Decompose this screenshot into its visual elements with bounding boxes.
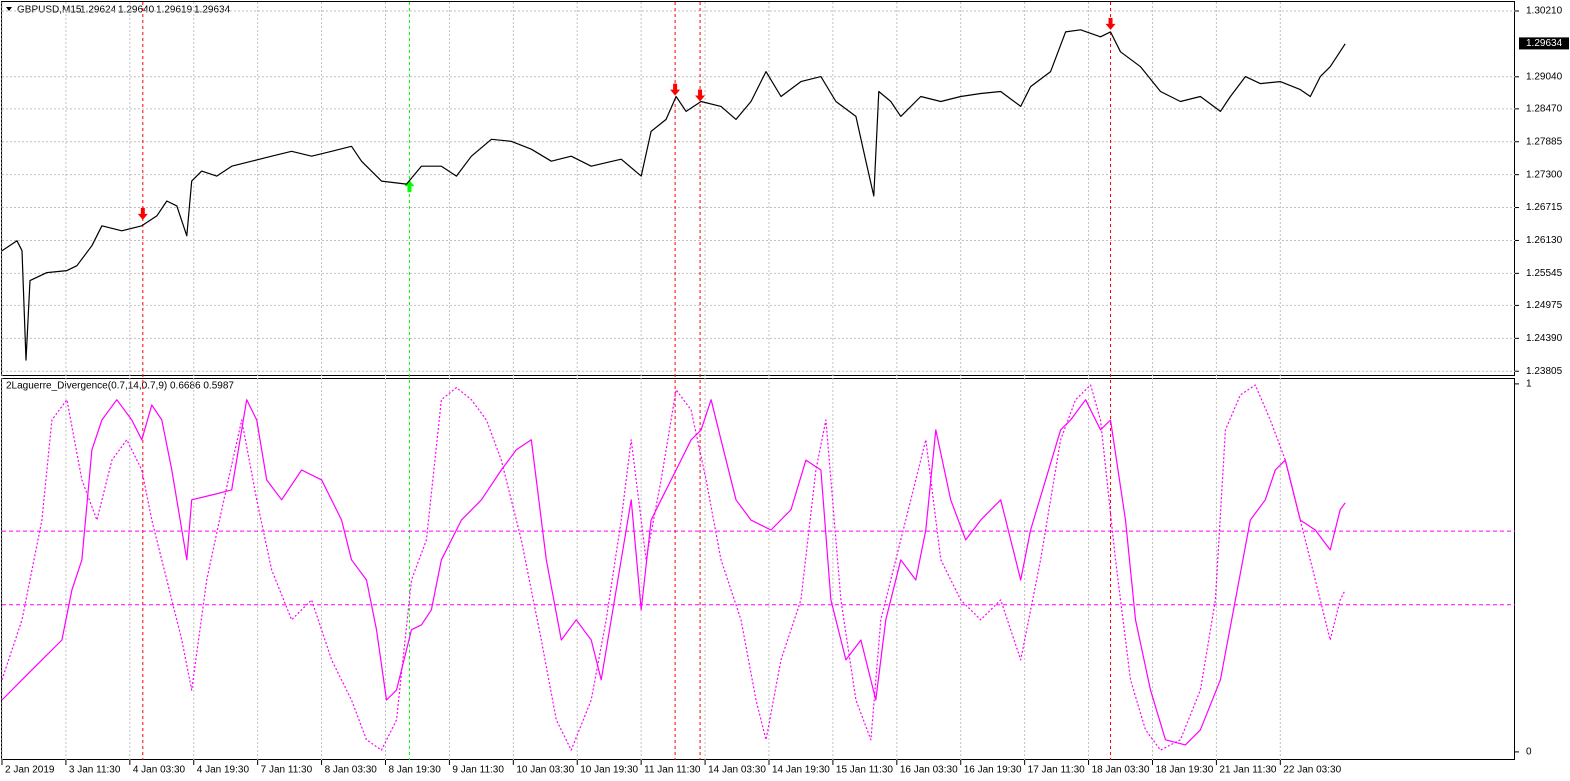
last-price-label: 1.29634 xyxy=(1526,38,1563,49)
x-tick-label: 11 Jan 11:30 xyxy=(644,765,701,776)
y-tick-label: 1.24975 xyxy=(1526,300,1563,311)
x-tick-label: 2 Jan 2019 xyxy=(5,765,55,776)
x-tick-label: 9 Jan 11:30 xyxy=(452,765,504,776)
symbol-menu-icon xyxy=(6,7,12,11)
x-tick-label: 22 Jan 03:30 xyxy=(1283,765,1341,776)
series-line xyxy=(1,384,1346,751)
y-tick-label: 1.28470 xyxy=(1526,103,1563,114)
x-tick-label: 14 Jan 03:30 xyxy=(708,765,766,776)
y-tick-label: 1.27300 xyxy=(1526,169,1563,180)
chart-title: GBPUSD,M15 xyxy=(17,5,82,16)
x-tick-label: 18 Jan 19:30 xyxy=(1155,765,1213,776)
y-tick-label: 1.26715 xyxy=(1526,202,1563,213)
x-tick-label: 8 Jan 19:30 xyxy=(388,765,441,776)
series-line xyxy=(1,29,1346,361)
x-tick-label: 4 Jan 03:30 xyxy=(133,765,186,776)
last-price-box xyxy=(1519,37,1569,50)
x-tick-label: 10 Jan 19:30 xyxy=(580,765,638,776)
signal-arrow xyxy=(137,207,148,220)
signal-arrow xyxy=(695,89,706,102)
x-tick-label: 15 Jan 11:30 xyxy=(836,765,894,776)
y-tick-label: 1.29040 xyxy=(1526,71,1563,82)
x-tick-label: 4 Jan 19:30 xyxy=(197,765,250,776)
y-tick-label: 1.26130 xyxy=(1526,235,1563,246)
x-tick-label: 18 Jan 03:30 xyxy=(1092,765,1150,776)
y-tick-label: 1.24390 xyxy=(1526,333,1563,344)
x-tick-label: 16 Jan 19:30 xyxy=(964,765,1022,776)
y-tick-label: 1.27885 xyxy=(1526,136,1563,147)
x-tick-label: 10 Jan 03:30 xyxy=(516,765,574,776)
y-tick-label: 1 xyxy=(1526,379,1532,390)
y-tick-label: 1.30210 xyxy=(1526,6,1563,17)
x-tick-label: 21 Jan 11:30 xyxy=(1219,765,1277,776)
x-tick-label: 8 Jan 03:30 xyxy=(325,765,378,776)
x-tick-label: 17 Jan 11:30 xyxy=(1028,765,1086,776)
y-tick-label: 1.25545 xyxy=(1526,268,1563,279)
signal-arrow xyxy=(670,83,681,96)
signal-arrow xyxy=(1105,17,1116,30)
x-tick-label: 7 Jan 11:30 xyxy=(261,765,313,776)
header-value: 1.29619 xyxy=(156,5,193,16)
header-value: 1.29624 xyxy=(80,5,117,16)
x-tick-label: 14 Jan 19:30 xyxy=(772,765,830,776)
y-tick-label: 0 xyxy=(1526,747,1532,758)
series-line xyxy=(1,399,1346,746)
header-value: 1.29640 xyxy=(118,5,155,16)
indicator-pane xyxy=(1,378,1515,760)
price-pane xyxy=(1,1,1515,376)
y-tick-label: 1.23805 xyxy=(1526,366,1563,377)
x-tick-label: 16 Jan 03:30 xyxy=(900,765,958,776)
signal-arrow xyxy=(404,180,415,193)
header-value: 1.29634 xyxy=(194,5,231,16)
x-tick-label: 3 Jan 11:30 xyxy=(69,765,121,776)
indicator-title: 2Laguerre_Divergence(0.7,14,0.7,9) 0.668… xyxy=(6,381,234,392)
